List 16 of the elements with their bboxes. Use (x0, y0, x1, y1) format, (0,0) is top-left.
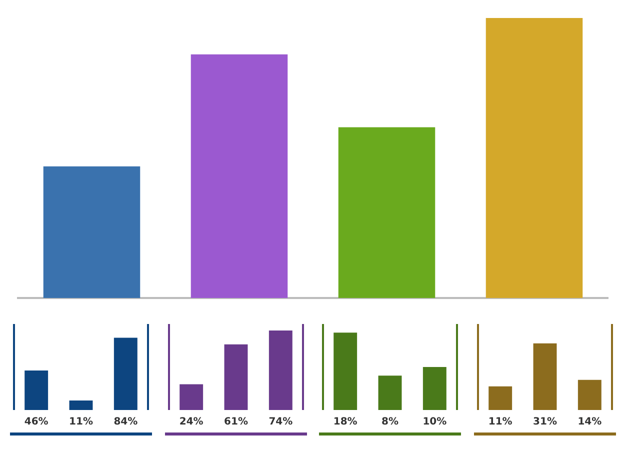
data-label: 84% (114, 416, 138, 428)
bar (190, 54, 288, 298)
bar (486, 18, 583, 298)
data-label: 74% (268, 416, 292, 428)
data-label: 46% (24, 416, 48, 428)
data-label: 11% (69, 416, 93, 428)
data-label: 31% (533, 416, 557, 428)
data-label: 8% (382, 416, 399, 428)
bar (338, 127, 436, 298)
data-label: 24% (179, 416, 203, 428)
data-label: 61% (224, 416, 248, 428)
bar (43, 166, 140, 298)
data-label: 11% (488, 416, 512, 428)
data-label: 14% (578, 416, 602, 428)
data-label: 18% (334, 416, 358, 428)
data-label: 10% (423, 416, 447, 428)
